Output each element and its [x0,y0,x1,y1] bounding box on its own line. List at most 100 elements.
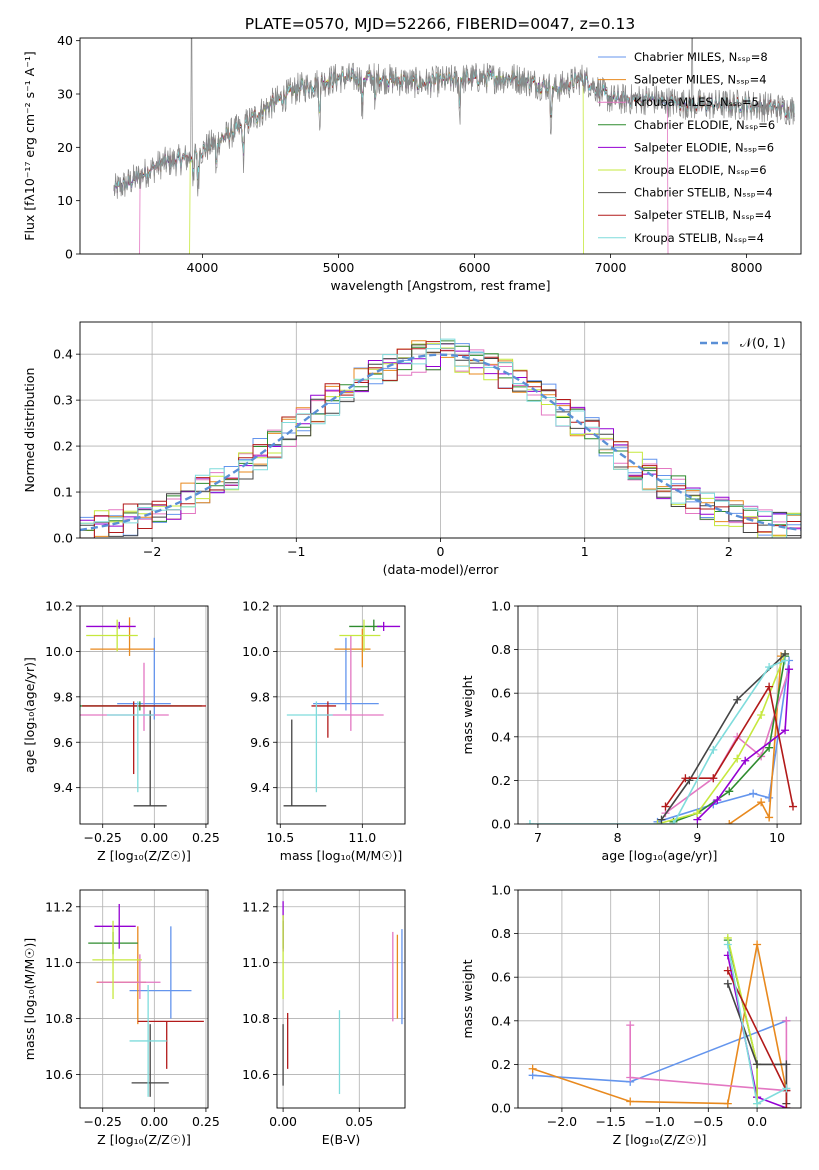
y-tick-label: 10.6 [45,1067,73,1082]
x-tick-label: 0.05 [345,1114,373,1129]
x-tick-label: 0 [437,544,445,559]
x-tick-label: 0.25 [192,830,220,845]
mass-weight-marker [723,966,732,975]
y-tick-label: 0 [65,247,73,262]
x-axis-label: Z [log₁₀(Z/Z☉)] [97,1132,191,1147]
mass-weight-marker [741,756,750,765]
axes-frame [517,889,802,1109]
y-tick-label: 30 [57,87,73,102]
y-tick-label: 10 [57,193,73,208]
age_vs_mass-plot-area [283,619,401,807]
mass-weight-marker [781,656,790,665]
y-tick-label: 10.2 [45,599,73,614]
x-tick-label: −0.5 [693,1114,723,1129]
legend-label: Chabrier STELIB, Nₛₛₚ=4 [634,186,773,200]
y-tick-label: 10.8 [242,1011,270,1026]
y-tick-label: 11.0 [242,955,270,970]
y-tick-label: 0.3 [53,393,73,408]
x-tick-label: 7000 [595,260,627,275]
y-tick-label: 1.0 [491,883,511,898]
legend-label: Kroupa ELODIE, Nₛₛₚ=6 [634,163,767,177]
error-point [131,1024,169,1097]
y-tick-label: 10.8 [45,1011,73,1026]
x-axis-label: mass [log₁₀(M/M☉)] [280,848,402,863]
y-axis-label: mass weight [460,675,475,754]
y-tick-label: 11.0 [45,955,73,970]
y-tick-label: 0.0 [53,531,73,546]
error-point [313,637,379,711]
mass-weight-marker [782,1084,791,1093]
x-axis-label: Z [log₁₀(Z/Z☉)] [97,848,191,863]
x-tick-label: 0.00 [140,1114,168,1129]
mass-weight-marker [782,1016,791,1025]
mass-weight-marker [626,1097,635,1106]
y-axis-label: Flux [fλ10⁻¹⁷ erg cm⁻² s⁻¹ A⁻¹] [22,51,37,240]
mass-weight-marker [757,798,766,807]
y-tick-label: 10.0 [242,644,270,659]
mass-weight-marker [669,820,678,824]
residuals-plot-area [80,338,801,538]
legend-label: Chabrier ELODIE, Nₛₛₚ=6 [634,118,775,132]
mass-weight-marker [753,940,762,949]
mass-weight-marker [653,820,662,824]
error-point [98,954,161,999]
y-axis-label: mass [log₁₀(M/M☉)] [22,938,37,1060]
x-tick-label: 6000 [459,260,491,275]
x-tick-label: 0.00 [140,830,168,845]
x-tick-label: −2.0 [547,1114,577,1129]
legend-label: Salpeter STELIB, Nₛₛₚ=4 [634,208,772,222]
y-axis-label: Normed distribution [22,368,37,493]
y-tick-label: 9.6 [53,735,73,750]
mass-weight-marker [725,820,734,824]
figure-title: PLATE=0570, MJD=52266, FIBERID=0047, z=0… [245,15,635,33]
x-tick-label: 10.5 [266,830,294,845]
mass-weight-marker [785,665,794,674]
axes-frame [79,37,802,255]
legend-label: Chabrier MILES, Nₛₛₚ=8 [634,50,768,64]
axes-frame [276,605,406,825]
mass-weight-marker [723,940,732,949]
mass-weight-marker [681,774,690,783]
error-point [106,701,155,793]
y-tick-label: 0.2 [491,773,511,788]
x-tick-label: 4000 [187,260,219,275]
y-tick-label: 10.6 [242,1067,270,1082]
x-tick-label: 11.0 [348,830,376,845]
error-point [377,621,401,631]
mass-weight-marker [528,1064,537,1073]
y-tick-label: 0.8 [491,926,511,941]
mass-weight-line [728,656,782,824]
axes-frame [79,321,802,539]
y-tick-label: 9.4 [250,780,270,795]
spectrum-legend: Chabrier MILES, Nₛₛₚ=8 Salpeter MILES, Nₛ… [598,50,775,245]
mass-weight-marker [657,815,666,824]
mass_vs_Z-axes: −0.25 0.00 0.25 10.6 10.8 11.0 11.2 Z [log₁₀(Z/… [22,890,220,1147]
y-axis-label: age [log₁₀(age/yr)] [22,657,37,773]
x-tick-label: 7 [534,830,542,845]
normal-reference-curve [80,353,801,532]
x-tick-label: 10 [769,830,785,845]
axes-frame [517,605,802,825]
mass-weight-marker [789,802,798,811]
mass-weight-marker [782,1060,791,1069]
data-spectrum-line [113,38,795,199]
error-point [86,621,136,629]
residuals-axes: −2 −1 0 1 2 0.0 0.1 0.2 0.3 0.4 (data-model)/error… [22,322,801,577]
legend-label: 𝒩(0, 1) [740,335,786,350]
x-tick-label: −2 [143,544,161,559]
x-tick-label: −1.0 [644,1114,674,1129]
age_vs_Z-plot-area [80,617,206,807]
x-axis-label: (data-model)/error [383,562,500,577]
y-tick-label: 11.2 [45,899,73,914]
axes-frame [79,605,209,825]
x-tick-label: 2 [725,544,733,559]
x-tick-label: 1 [581,544,589,559]
y-tick-label: 1.0 [491,599,511,614]
x-tick-label: −1.5 [596,1114,626,1129]
y-tick-label: 9.6 [250,735,270,750]
error-point [90,617,155,656]
age_vs_Z-axes: −0.25 0.00 0.25 9.4 9.6 9.8 10.0 10.2 Z [log₁₀(Z… [22,599,220,864]
error-point [94,903,136,949]
mass-weight-marker [765,743,774,752]
y-tick-label: 10.0 [45,644,73,659]
